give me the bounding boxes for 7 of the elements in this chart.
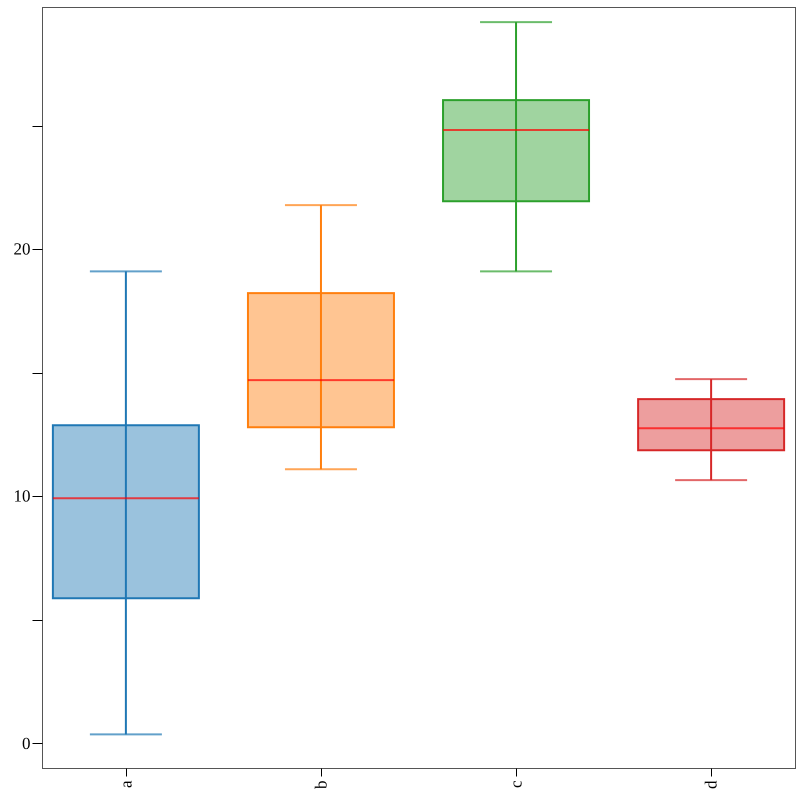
y-tick-label: 20 [14, 240, 30, 259]
x-tick-label: d [702, 780, 721, 789]
x-tick-label: b [311, 780, 330, 789]
y-tick-label: 0 [22, 734, 30, 753]
x-tick-label: c [506, 780, 526, 788]
y-tick-label: 10 [14, 486, 30, 506]
x-tick-label: a [116, 780, 136, 788]
